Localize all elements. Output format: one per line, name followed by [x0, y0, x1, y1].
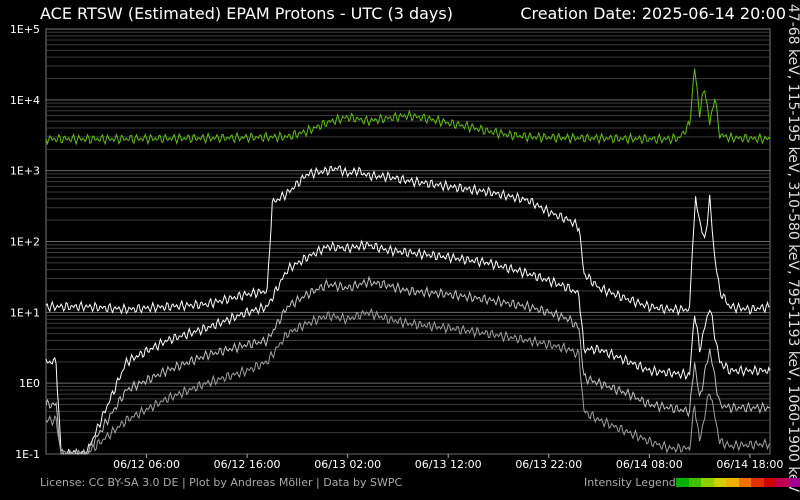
- intensity-legend: [676, 478, 800, 487]
- y-tick-label: 1E0: [19, 377, 40, 390]
- x-tick-label: 06/13 02:00: [314, 458, 381, 471]
- intensity-legend-label: Intensity Legend:: [584, 476, 680, 489]
- y-tick-label: 1E+5: [10, 23, 40, 36]
- y-tick-label: 1E+2: [10, 236, 40, 249]
- legend-swatch: [738, 478, 751, 487]
- legend-swatch: [726, 478, 739, 487]
- y-tick-label: 1E+4: [10, 94, 40, 107]
- license-footer: License: CC BY-SA 3.0 DE | Plot by Andre…: [40, 476, 403, 489]
- chart-title: ACE RTSW (Estimated) EPAM Protons - UTC …: [40, 4, 453, 23]
- legend-swatch: [676, 478, 689, 487]
- legend-swatch: [776, 478, 789, 487]
- creation-date: Creation Date: 2025-06-14 20:00: [520, 4, 786, 23]
- series-line-310-580-keV: [45, 239, 771, 455]
- y-axis-label: 47-68 keV, 115-195 keV, 310-580 keV, 795…: [785, 3, 800, 493]
- y-tick-label: 1E+1: [10, 306, 40, 319]
- y-tick-label: 1E+3: [10, 165, 40, 178]
- legend-swatch: [713, 478, 726, 487]
- legend-swatch: [701, 478, 714, 487]
- x-tick-label: 06/14 18:00: [716, 458, 783, 471]
- series-line-47-68-keV: [45, 68, 771, 146]
- legend-swatch: [788, 478, 800, 487]
- x-tick-label: 06/12 06:00: [113, 458, 180, 471]
- series-line-795-1193-keV: [45, 275, 770, 455]
- x-tick-label: 06/13 12:00: [415, 458, 482, 471]
- series-line-115-195-keV: [45, 165, 771, 316]
- x-tick-label: 06/12 16:00: [214, 458, 281, 471]
- x-tick-label: 06/13 22:00: [515, 458, 582, 471]
- legend-swatch: [751, 478, 764, 487]
- legend-swatch: [688, 478, 701, 487]
- x-tick-label: 06/14 08:00: [616, 458, 683, 471]
- series-line-1060-1900-keV: [45, 307, 771, 455]
- y-tick-label: 1E-1: [15, 448, 40, 461]
- legend-swatch: [763, 478, 776, 487]
